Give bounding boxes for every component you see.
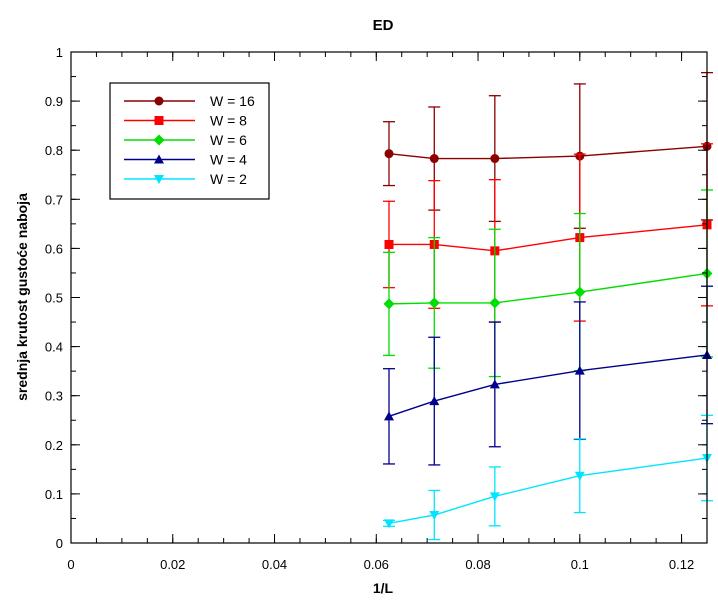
y-tick-label: 0.2 <box>45 438 63 453</box>
data-point <box>490 154 500 164</box>
data-point <box>489 492 500 502</box>
legend-label: W = 2 <box>210 171 247 187</box>
y-tick-label: 0.9 <box>45 94 63 109</box>
y-tick-label: 1 <box>56 45 63 60</box>
legend-marker <box>154 96 164 106</box>
legend: W = 16 W = 8 W = 6 W = 4 W = 2 <box>109 82 270 200</box>
y-tick-label: 0.1 <box>45 487 63 502</box>
y-tick-label: 0.5 <box>45 291 63 306</box>
legend-label: W = 6 <box>210 132 247 148</box>
data-point <box>574 286 586 298</box>
legend-marker <box>153 134 165 146</box>
data-point <box>489 297 501 309</box>
legend-marker <box>154 154 164 164</box>
legend-marker <box>154 116 164 125</box>
y-tick-label: 0 <box>56 536 63 551</box>
y-tick-label: 0.3 <box>45 389 63 404</box>
series <box>383 143 713 323</box>
data-point <box>384 411 394 421</box>
legend-label: W = 16 <box>210 93 255 109</box>
x-tick-label: 0 <box>67 557 74 572</box>
y-tick-label: 0.8 <box>45 143 63 158</box>
y-tick-label: 0.7 <box>45 192 63 207</box>
legend-label: W = 8 <box>210 113 247 129</box>
data-point <box>383 298 395 310</box>
x-tick-label: 0.04 <box>262 557 287 572</box>
x-axis: 0 0.02 0.04 0.06 0.08 0.1 0.12 <box>67 52 708 572</box>
series <box>383 189 713 378</box>
data-point <box>384 519 394 529</box>
data-point <box>428 297 440 309</box>
chart-title: ED <box>373 17 394 34</box>
y-tick-label: 0.4 <box>45 340 63 355</box>
data-point <box>429 154 439 164</box>
x-tick-label: 0.02 <box>160 557 185 572</box>
x-axis-label: 1/L <box>373 580 394 596</box>
legend-marker <box>154 175 164 184</box>
x-tick-label: 0.08 <box>465 557 490 572</box>
x-tick-label: 0.12 <box>669 557 694 572</box>
x-tick-label: 0.1 <box>571 557 589 572</box>
series <box>383 414 713 541</box>
data-point <box>384 149 394 159</box>
data-point <box>384 239 394 249</box>
data-point <box>429 396 440 406</box>
y-axis-label: srednja krutost gustoće naboja <box>14 193 30 401</box>
plot-area <box>383 71 713 541</box>
series-line <box>388 272 708 305</box>
series-line <box>388 354 708 417</box>
series <box>383 71 713 229</box>
data-point <box>429 511 440 521</box>
series <box>383 285 713 466</box>
y-axis: 0 0.1 0.2 0.3 0.4 0.5 0.6 0.7 0.8 0.9 1 <box>45 45 707 551</box>
data-point <box>574 471 585 481</box>
x-tick-label: 0.06 <box>364 557 389 572</box>
data-point <box>489 379 500 389</box>
y-tick-label: 0.6 <box>45 241 63 256</box>
legend-label: W = 4 <box>210 152 247 168</box>
data-point <box>574 365 585 375</box>
